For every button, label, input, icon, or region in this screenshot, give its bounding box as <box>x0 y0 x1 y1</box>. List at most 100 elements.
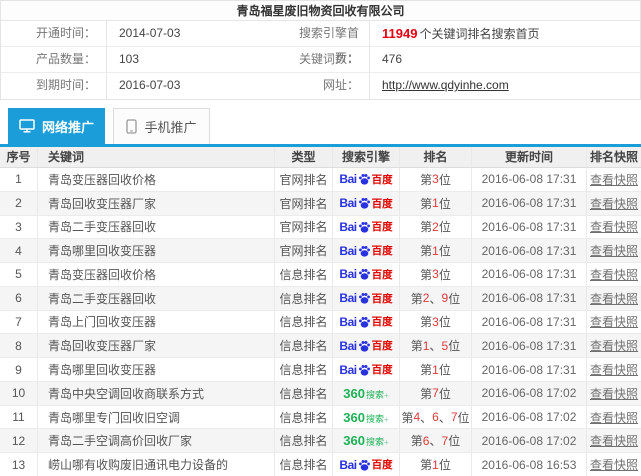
360-number: 360 <box>343 409 365 425</box>
rank-separator: 、 <box>429 291 442 306</box>
baidu-text-du: 百度 <box>371 292 393 305</box>
baidu-paw-icon <box>358 197 371 209</box>
rank-suffix: 位 <box>448 291 461 306</box>
keyword-text: 青岛回收变压器厂家 <box>38 334 275 358</box>
promotion-tabs: 网络推广 手机推广 <box>0 108 641 147</box>
snapshot-cell: 查看快照 <box>587 287 641 310</box>
view-snapshot-link[interactable]: 查看快照 <box>589 386 638 401</box>
view-snapshot-link[interactable]: 查看快照 <box>589 410 638 425</box>
rank-suffix: 位 <box>438 386 451 401</box>
update-time: 2016-06-08 17:31 <box>472 310 587 334</box>
360-mark: + <box>384 390 389 400</box>
view-snapshot-link[interactable]: 查看快照 <box>589 244 638 259</box>
tab-label: 手机推广 <box>144 120 197 135</box>
table-row: 9 青岛哪里回收变压器 信息排名 Bai 百度第 1 位 2016-06-08 17:31 查看… <box>0 358 641 382</box>
baidu-text-du: 百度 <box>371 340 393 353</box>
tab-network-promotion[interactable]: 网络推广 <box>8 108 105 144</box>
view-snapshot-link[interactable]: 查看快照 <box>589 196 638 211</box>
table-row: 11 青岛哪里专门回收旧空调 信息排名 360 搜索 + 第 4、 6、 7 位 2016-06-08… <box>0 405 641 430</box>
keyword-text: 青岛二手空调高价回收厂家 <box>38 429 275 453</box>
360-mark: + <box>384 414 389 424</box>
rank-prefix: 第 <box>410 434 423 449</box>
baidu-text-bai: Bai <box>339 291 357 306</box>
view-snapshot-link[interactable]: 查看快照 <box>589 434 638 449</box>
rank-number: 1 <box>432 457 439 472</box>
baidu-text-bai: Bai <box>339 314 357 329</box>
snapshot-cell: 查看快照 <box>587 168 641 191</box>
view-snapshot-link[interactable]: 查看快照 <box>589 291 638 306</box>
view-snapshot-link[interactable]: 查看快照 <box>589 315 638 330</box>
website-link[interactable]: http://www.qdyinhe.com <box>382 78 509 92</box>
product-count-label: 产品数量： <box>35 52 96 66</box>
baidu-logo-wrap: Bai 百度 <box>339 338 392 353</box>
table-row: 13 崂山哪有收购废旧通讯电力设备的 信息排名 Bai 百度第 1 位 2016-06-08 … <box>0 453 641 476</box>
rank-value: 第 1、 5 位 <box>400 334 472 358</box>
expire-date-value: 2016-07-03 <box>106 73 276 99</box>
rank-suffix: 位 <box>438 363 451 377</box>
header-index: 序号 <box>0 147 38 167</box>
view-snapshot-link[interactable]: 查看快照 <box>589 172 638 187</box>
update-time: 2016-06-08 16:53 <box>472 453 587 476</box>
table-row: 6 青岛二手变压器回收 信息排名 Bai 百度第 2、 9 位 2016-06-08 17:31… <box>0 286 641 311</box>
rank-prefix: 第 <box>401 410 414 425</box>
header-updated: 更新时间 <box>472 147 587 167</box>
search-homepage-label: 搜索引擎首页： <box>298 26 359 65</box>
keyword-text: 青岛哪里专门回收旧空调 <box>38 405 275 429</box>
company-info-panel: 青岛福星废旧物资回收有限公司 开通时间： 2014-07-03 搜索引擎首页： … <box>0 0 641 100</box>
rank-prefix: 第 <box>420 244 433 259</box>
row-number: 7 <box>0 310 38 334</box>
360-suffix: 搜索 <box>366 389 385 400</box>
rank-type: 官网排名 <box>275 191 333 215</box>
view-snapshot-link[interactable]: 查看快照 <box>589 458 638 473</box>
baidu-logo: Bai 百度 <box>333 334 400 358</box>
baidu-text-bai: Bai <box>339 243 357 258</box>
360-search-logo: 360 搜索 + <box>333 405 400 429</box>
keyword-text: 崂山哪有收购废旧通讯电力设备的 <box>38 453 275 476</box>
table-row: 12 青岛二手空调高价回收厂家 信息排名 360 搜索 + 第 6、 7 位 2016-06-08 … <box>0 429 641 454</box>
360-number: 360 <box>343 385 365 401</box>
rank-type: 信息排名 <box>275 334 333 358</box>
header-type: 类型 <box>275 147 333 167</box>
row-number: 9 <box>0 358 38 381</box>
view-snapshot-link[interactable]: 查看快照 <box>589 363 638 377</box>
baidu-text-bai: Bai <box>339 362 357 377</box>
snapshot-cell: 查看快照 <box>587 406 641 429</box>
row-number: 11 <box>0 405 38 429</box>
rank-number: 1 <box>422 338 430 353</box>
update-time: 2016-06-08 17:02 <box>472 381 587 405</box>
baidu-logo-wrap: Bai 百度 <box>339 219 392 234</box>
keyword-table-header: 序号 关键词 类型 搜索引擎 排名 更新时间 排名快照 <box>0 147 641 168</box>
tab-mobile-promotion[interactable]: 手机推广 <box>113 108 210 144</box>
view-snapshot-link[interactable]: 查看快照 <box>589 220 638 235</box>
rank-suffix: 位 <box>438 196 451 211</box>
rank-separator: 、 <box>438 410 451 425</box>
baidu-text-bai: Bai <box>339 338 357 353</box>
rank-prefix: 第 <box>410 339 423 354</box>
baidu-logo-wrap: Bai 百度 <box>339 172 392 187</box>
row-number: 10 <box>0 381 38 405</box>
row-number: 2 <box>0 191 38 215</box>
360-mark: + <box>384 438 389 448</box>
baidu-text-du: 百度 <box>371 221 393 234</box>
view-snapshot-link[interactable]: 查看快照 <box>589 267 638 282</box>
rank-prefix: 第 <box>420 220 433 235</box>
rank-type: 官网排名 <box>275 239 333 263</box>
rank-type: 信息排名 <box>275 453 333 476</box>
view-snapshot-link[interactable]: 查看快照 <box>589 339 638 354</box>
row-number: 3 <box>0 215 38 239</box>
rank-type: 信息排名 <box>275 286 333 310</box>
baidu-text-du: 百度 <box>371 245 393 258</box>
rank-number: 1 <box>432 196 439 211</box>
baidu-paw-icon <box>358 292 371 304</box>
header-keyword: 关键词 <box>38 147 275 167</box>
snapshot-cell: 查看快照 <box>587 263 641 286</box>
company-title: 青岛福星废旧物资回收有限公司 <box>1 1 640 21</box>
360-logo-wrap: 360 搜索 + <box>343 386 388 401</box>
rank-suffix: 位 <box>448 434 461 449</box>
keyword-text: 青岛二手变压器回收 <box>38 215 275 239</box>
update-time: 2016-06-08 17:02 <box>472 405 587 429</box>
